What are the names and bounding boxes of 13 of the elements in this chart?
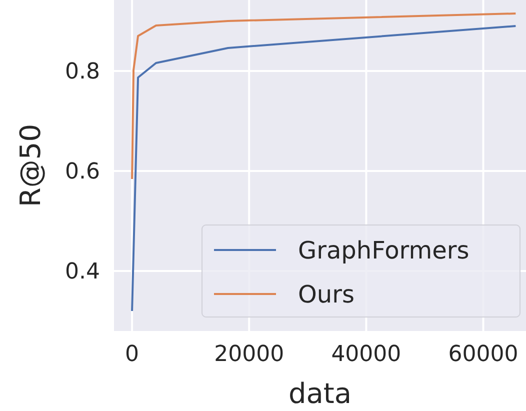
x-tick-label: 40000 xyxy=(331,342,402,367)
y-tick-label: 0.8 xyxy=(65,60,100,85)
y-tick-label: 0.6 xyxy=(65,160,100,185)
line-series xyxy=(131,25,517,312)
line-series xyxy=(131,12,517,180)
legend-label: Ours xyxy=(298,280,354,308)
x-tick-label: 0 xyxy=(125,342,140,367)
y-axis-title: R@50 xyxy=(14,124,47,208)
y-tick-label: 0.4 xyxy=(65,260,100,285)
legend-label: GraphFormers xyxy=(298,236,470,264)
x-axis-title: data xyxy=(288,377,352,410)
x-tick-label: 20000 xyxy=(214,342,284,367)
x-tick-label: 60000 xyxy=(448,342,518,367)
